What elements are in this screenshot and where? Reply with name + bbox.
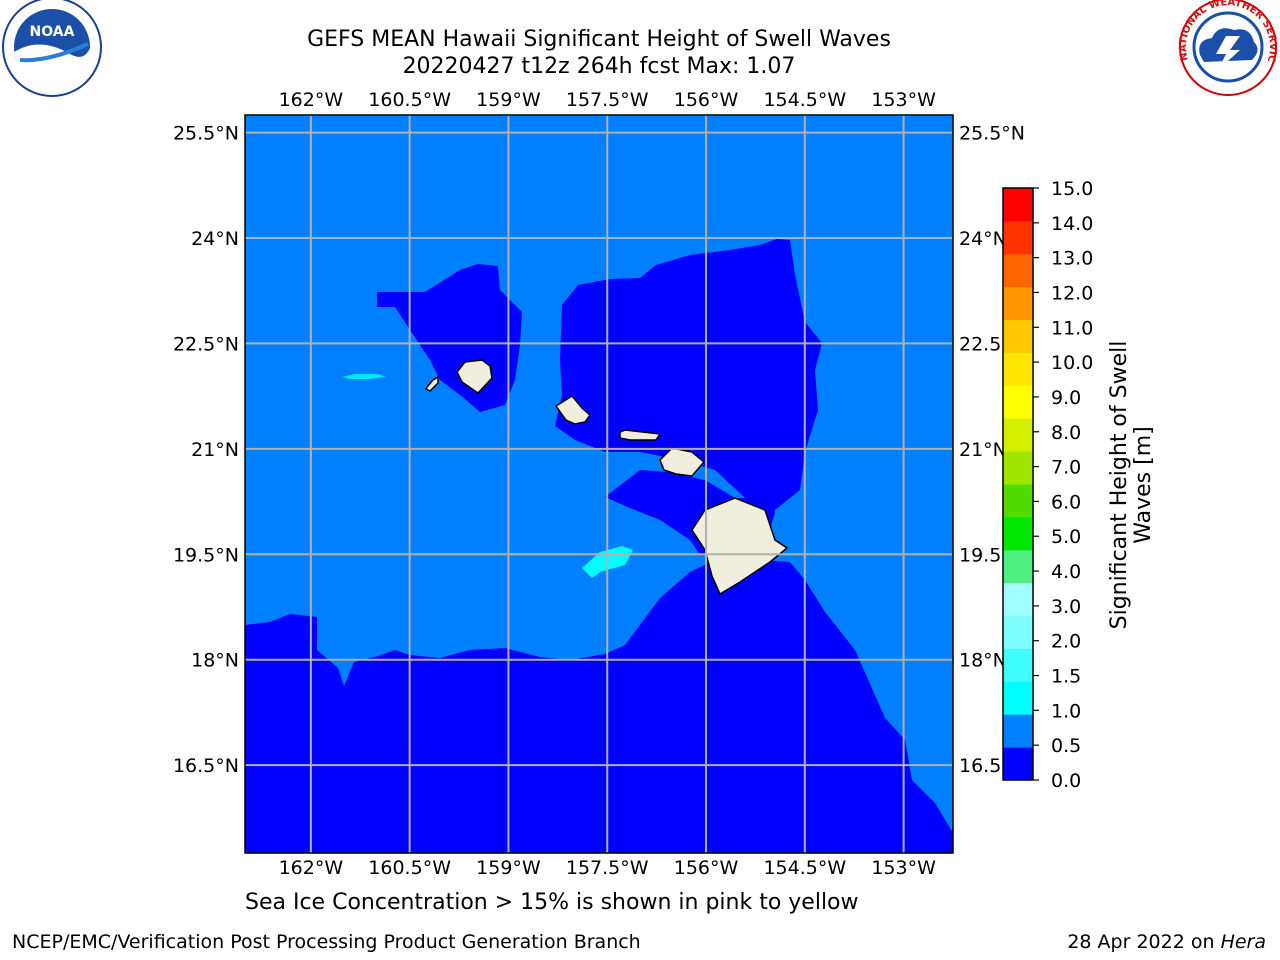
colorbar-segment-14 xyxy=(1003,286,1033,321)
colorbar-segment-15 xyxy=(1003,253,1033,288)
colorbar-segment-13 xyxy=(1003,319,1033,353)
lon-label-top: 154.5°W xyxy=(763,89,846,111)
footer-machine: Hera xyxy=(1220,931,1266,953)
noaa-logo-text: NOAA xyxy=(30,24,75,40)
nws-logo-text: NATIONAL WEATHER SERVICE xyxy=(0,0,1278,64)
colorbar-tick-label: 1.0 xyxy=(1051,700,1081,722)
lon-label-bottom: 159°W xyxy=(476,857,541,879)
lat-label-left: 16.5°N xyxy=(173,755,239,777)
lat-label-right: 21°N xyxy=(959,439,1007,461)
colorbar-segment-17 xyxy=(1003,188,1033,222)
map-plot-area xyxy=(245,115,953,853)
colorbar-tick-label: 6.0 xyxy=(1051,491,1081,513)
colorbar-segment-6 xyxy=(1003,549,1033,584)
footer-branch: NCEP/EMC/Verification Post Processing Pr… xyxy=(12,931,641,953)
island-oahu xyxy=(554,395,592,425)
colorbar-segment-2 xyxy=(1003,681,1033,715)
island-niihau xyxy=(424,375,439,392)
lon-label-top: 157.5°W xyxy=(566,89,649,111)
colorbar: 0.0 0.5 1.0 1.5 2.0 3.0 4.0 5.0 6.0 7.0 8.0 9.0 10.0… xyxy=(1002,178,1093,792)
colorbar-frame xyxy=(1002,187,1034,781)
colorbar-tick-label: 8.0 xyxy=(1051,422,1081,444)
lat-label-left: 22.5°N xyxy=(173,333,239,355)
colorbar-segment-8 xyxy=(1003,484,1033,518)
colorbar-tick-label: 7.0 xyxy=(1051,457,1081,479)
colorbar-label-line2: Waves [m] xyxy=(1131,426,1156,543)
colorbar-segment-4 xyxy=(1003,615,1033,649)
lat-label-left: 19.5°N xyxy=(173,544,239,566)
lon-label-bottom: 153°W xyxy=(871,857,936,879)
colorbar-segment-7 xyxy=(1003,516,1033,551)
lon-label-top: 159°W xyxy=(476,89,541,111)
colorbar-tick-label: 5.0 xyxy=(1051,526,1081,548)
island-kauai xyxy=(456,359,493,394)
footer-date: 28 Apr 2022 on Hera xyxy=(1067,931,1266,953)
map-frame xyxy=(244,114,954,854)
lat-label-right: 24°N xyxy=(959,228,1007,250)
lon-label-bottom: 156°W xyxy=(674,857,739,879)
colorbar-segment-9 xyxy=(1003,451,1033,485)
axis-labels: 162°W 162°W 160.5°W 160.5°W 159°W 159°W 157.5°… xyxy=(173,89,1025,879)
colorbar-segment-12 xyxy=(1003,352,1033,386)
colorbar-tick-label: 15.0 xyxy=(1051,178,1093,200)
nws-logo: NATIONAL WEATHER SERVICE xyxy=(0,0,1278,96)
lon-label-bottom: 162°W xyxy=(279,857,344,879)
map-title: GEFS MEAN Hawaii Significant Height of S… xyxy=(307,27,891,52)
colorbar-tick-label: 4.0 xyxy=(1051,561,1081,583)
colorbar-segment-3 xyxy=(1003,648,1033,682)
colorbar-tick-label: 11.0 xyxy=(1051,317,1093,339)
colorbar-segment-5 xyxy=(1003,582,1033,617)
lon-label-bottom: 157.5°W xyxy=(566,857,649,879)
colorbar-segment-10 xyxy=(1003,418,1033,452)
colorbar-tick-label: 9.0 xyxy=(1051,387,1081,409)
lat-label-left: 25.5°N xyxy=(173,123,239,145)
colorbar-segment-1 xyxy=(1003,714,1033,748)
map-subtitle: 20220427 t12z 264h fcst Max: 1.07 xyxy=(402,54,796,79)
lon-label-bottom: 154.5°W xyxy=(763,857,846,879)
lon-label-top: 162°W xyxy=(279,89,344,111)
colorbar-tick-label: 1.5 xyxy=(1051,666,1081,688)
lon-label-top: 156°W xyxy=(674,89,739,111)
colorbar-tick-label: 3.0 xyxy=(1051,596,1081,618)
lat-label-left: 21°N xyxy=(191,439,239,461)
lat-label-right: 25.5°N xyxy=(959,123,1025,145)
colorbar-tick-label: 14.0 xyxy=(1051,213,1093,235)
colorbar-segment-11 xyxy=(1003,385,1033,419)
colorbar-tick-label: 13.0 xyxy=(1051,248,1093,270)
colorbar-tick-label: 2.0 xyxy=(1051,631,1081,653)
colorbar-tick-label: 0.5 xyxy=(1051,735,1081,757)
lat-label-left: 18°N xyxy=(191,650,239,672)
gridlines xyxy=(245,115,953,853)
noaa-logo: NOAA xyxy=(2,0,102,97)
colorbar-tick-label: 12.0 xyxy=(1051,282,1093,304)
swell-cyan-patch-west xyxy=(342,374,386,379)
lon-label-bottom: 160.5°W xyxy=(368,857,451,879)
colorbar-tick-label: 0.0 xyxy=(1051,770,1081,792)
colorbar-segment-16 xyxy=(1003,220,1033,255)
lat-label-left: 24°N xyxy=(191,228,239,250)
sea-ice-note: Sea Ice Concentration > 15% is shown in … xyxy=(245,890,859,915)
colorbar-label-line1: Significant Height of Swell xyxy=(1107,341,1132,630)
colorbar-segment-0 xyxy=(1003,747,1033,781)
lat-label-right: 18°N xyxy=(959,650,1007,672)
swell-deep-north xyxy=(555,239,822,510)
lon-label-top: 160.5°W xyxy=(368,89,451,111)
colorbar-tick-label: 10.0 xyxy=(1051,352,1093,374)
lon-label-top: 153°W xyxy=(871,89,936,111)
island-molokai xyxy=(619,429,662,441)
swell-deep-south xyxy=(245,560,953,853)
footer-date-text: 28 Apr 2022 on xyxy=(1067,931,1221,953)
